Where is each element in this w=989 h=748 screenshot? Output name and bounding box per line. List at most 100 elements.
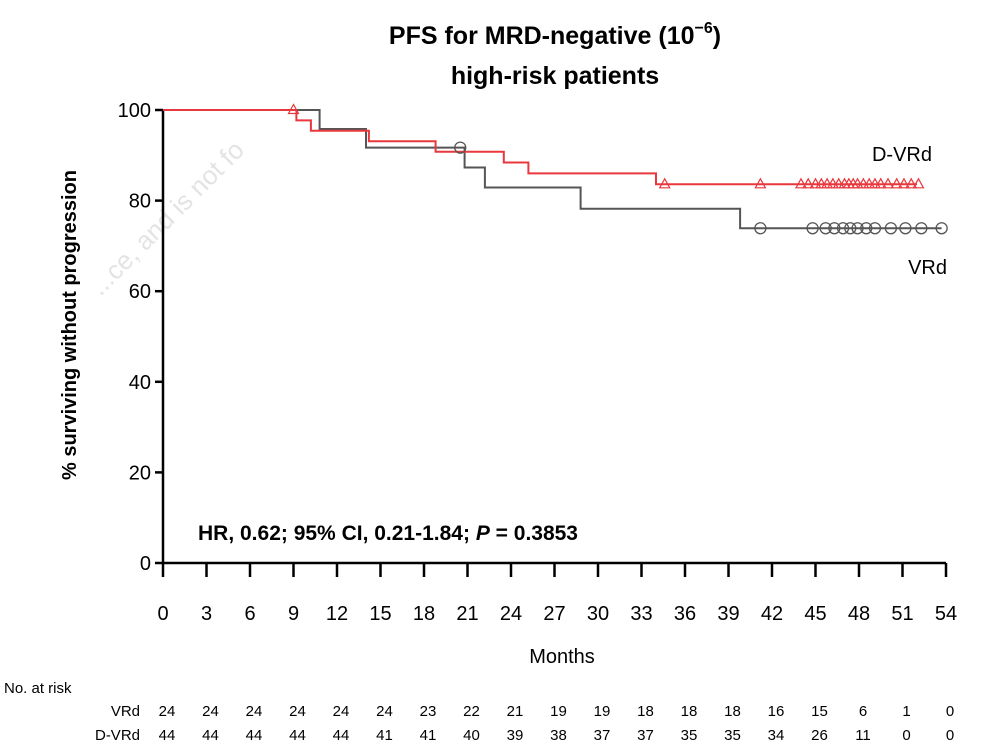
y-tick-label: 60: [129, 281, 151, 303]
censor-markers: [287, 103, 948, 235]
y-tick-label: 0: [140, 553, 151, 575]
risk-cell: 0: [902, 727, 910, 744]
chart-title-line2: high-risk patients: [451, 62, 659, 90]
risk-cell: 44: [246, 727, 263, 744]
risk-cell: 24: [289, 703, 306, 720]
censor-mark-d-vrd: [868, 177, 881, 189]
censor-mark-vrd: [851, 222, 864, 235]
hr-annotation: HR, 0.62; 95% CI, 0.21-1.84; P = 0.3853: [198, 522, 578, 545]
risk-cell: 44: [333, 727, 350, 744]
risk-cell: 40: [463, 727, 480, 744]
x-tick-label: 6: [244, 603, 255, 625]
x-tick-label: 9: [288, 603, 299, 625]
y-axis-title: % surviving without progression: [59, 170, 81, 480]
x-tick-label: 48: [848, 603, 870, 625]
risk-cell: 24: [376, 703, 393, 720]
risk-cell: 35: [724, 727, 741, 744]
censor-mark-vrd: [454, 141, 467, 154]
censor-mark-vrd: [806, 222, 819, 235]
censor-mark-vrd: [860, 222, 873, 235]
censor-mark-d-vrd: [815, 177, 828, 189]
risk-cell: 24: [333, 703, 350, 720]
risk-cell: 0: [946, 727, 954, 744]
chart-title-main: PFS for MRD-negative (10: [389, 22, 695, 50]
censor-mark-d-vrd: [821, 177, 834, 189]
risk-cell: 24: [246, 703, 263, 720]
risk-cell: 39: [507, 727, 524, 744]
y-tick-label: 100: [118, 100, 151, 122]
risk-cell: 19: [594, 703, 611, 720]
censor-mark-vrd: [836, 222, 850, 235]
censor-mark-d-vrd: [857, 177, 870, 189]
x-tick-label: 12: [326, 603, 348, 625]
risk-cell: 37: [637, 727, 654, 744]
censor-mark-d-vrd: [826, 177, 839, 189]
censor-mark-d-vrd: [863, 177, 876, 189]
x-tick-label: 39: [717, 603, 739, 625]
risk-cell: 19: [550, 703, 567, 720]
curve-vrd: [163, 109, 942, 230]
censor-mark-d-vrd: [832, 177, 845, 189]
x-tick-label: 27: [543, 603, 565, 625]
y-ticks: 0 20 40 60 80 100: [118, 100, 163, 575]
risk-cell: 16: [768, 703, 785, 720]
risk-cell: 0: [946, 703, 954, 720]
risk-table-title: No. at risk: [4, 680, 72, 697]
curve-d-vrd: [163, 109, 917, 186]
axes: [161, 110, 946, 565]
censor-mark-d-vrd: [809, 177, 822, 189]
censor-mark-vrd: [935, 222, 948, 235]
censor-mark-d-vrd: [881, 177, 895, 189]
x-tick-label: 0: [157, 603, 168, 625]
censor-mark-vrd: [884, 222, 898, 235]
censor-mark-d-vrd: [897, 177, 910, 189]
risk-cell: 35: [681, 727, 698, 744]
x-tick-label: 51: [891, 603, 913, 625]
risk-cell: 34: [768, 727, 785, 744]
risk-table: VRd 24 24 24 24 24 24 23 22 21 19 19 18 18 18 16 15 6 1 0 D-…: [95, 703, 954, 744]
x-tick-label: 33: [630, 603, 652, 625]
p-value-label: P: [476, 522, 491, 545]
x-tick-label: 30: [587, 603, 609, 625]
risk-cell: 18: [724, 703, 741, 720]
x-axis-title: Months: [529, 646, 595, 668]
censor-mark-vrd: [915, 222, 928, 235]
series-label-d-vrd: D-VRd: [872, 144, 932, 166]
survival-curves: [163, 109, 942, 230]
risk-cell: 41: [420, 727, 437, 744]
risk-cell: 37: [594, 727, 611, 744]
x-tick-label: 15: [369, 603, 391, 625]
risk-cell: 44: [289, 727, 306, 744]
censor-mark-d-vrd: [794, 177, 808, 189]
y-tick-label: 20: [129, 462, 151, 484]
risk-cell: 24: [159, 703, 176, 720]
hr-annotation-prefix: HR, 0.62; 95% CI, 0.21-1.84;: [198, 522, 476, 545]
x-tick-label: 36: [674, 603, 696, 625]
risk-cell: 18: [637, 703, 654, 720]
censor-mark-vrd: [868, 222, 882, 235]
series-label-vrd: VRd: [908, 257, 947, 279]
x-tick-label: 21: [456, 603, 478, 625]
watermark: ...ce, and is not fo: [84, 135, 250, 301]
chart-title-line1: PFS for MRD-negative (10−6): [389, 20, 721, 50]
censor-mark-d-vrd: [754, 177, 767, 189]
risk-cell: 22: [463, 703, 480, 720]
censor-mark-vrd: [819, 222, 832, 235]
x-ticks: 0 3 6 9 12 15 18 21 24 27 30 33 36 39 42 45 48 51 54: [157, 563, 957, 625]
censor-mark-d-vrd: [802, 177, 815, 189]
x-tick-label: 45: [804, 603, 826, 625]
censor-mark-d-vrd: [890, 177, 903, 189]
censor-mark-d-vrd: [658, 177, 671, 189]
censor-mark-vrd: [754, 222, 767, 235]
hr-annotation-suffix: = 0.3853: [490, 522, 578, 545]
risk-cell: 6: [859, 703, 867, 720]
x-tick-label: 18: [413, 603, 435, 625]
risk-cell: 11: [855, 727, 871, 744]
risk-cell: 26: [811, 727, 828, 744]
censor-mark-d-vrd: [851, 177, 864, 189]
risk-row-label: VRd: [111, 703, 140, 720]
risk-cell: 1: [902, 703, 910, 720]
risk-cell: 44: [159, 727, 176, 744]
censor-mark-d-vrd: [287, 103, 300, 115]
x-tick-label: 54: [935, 603, 957, 625]
